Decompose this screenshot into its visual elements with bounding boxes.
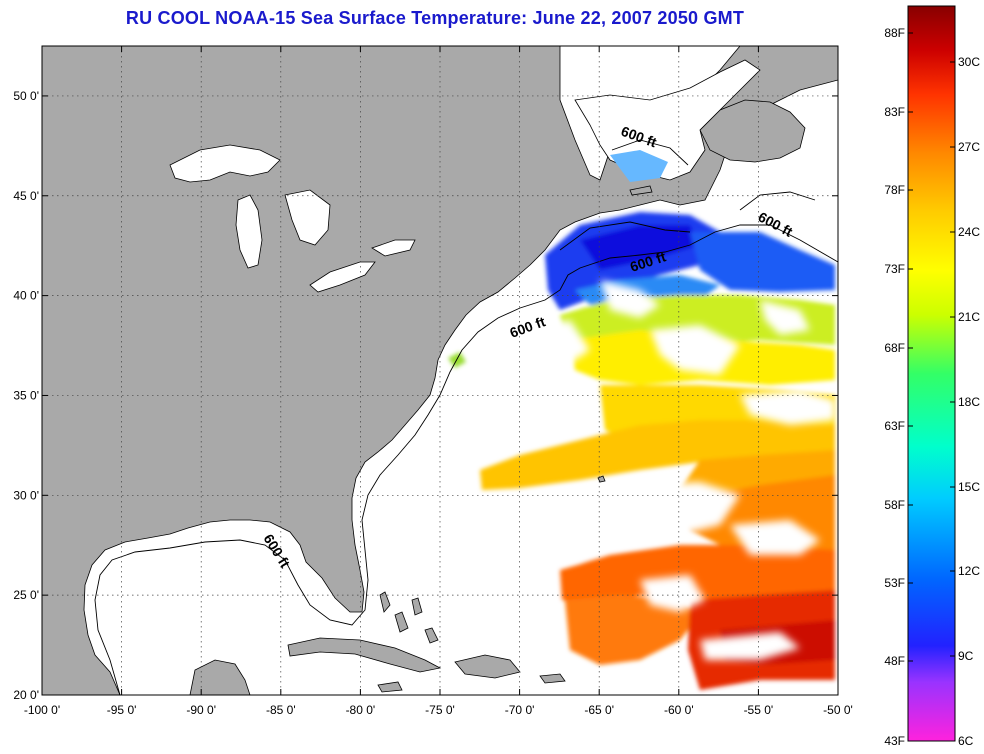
colorbar-f-label: 83F bbox=[884, 105, 905, 119]
cloud-gaps bbox=[490, 280, 835, 660]
x-tick-label: -95 0' bbox=[107, 703, 137, 717]
graticule bbox=[42, 46, 838, 695]
gulf-of-st-lawrence bbox=[574, 59, 761, 181]
colorbar-c-label: 6C bbox=[958, 734, 974, 748]
cuba-land bbox=[287, 637, 442, 673]
x-tick-label: -85 0' bbox=[266, 703, 296, 717]
colorbar-c-label: 9C bbox=[958, 649, 974, 663]
colorbar-c-label: 18C bbox=[958, 395, 980, 409]
lake-ontario bbox=[371, 239, 416, 257]
colorbar-c-label: 12C bbox=[958, 564, 980, 578]
lake-huron bbox=[284, 189, 331, 246]
x-tick-label: -80 0' bbox=[346, 703, 376, 717]
lake-michigan bbox=[235, 194, 263, 269]
colorbar-f-label: 58F bbox=[884, 498, 905, 512]
y-tick-label: 50 0' bbox=[13, 89, 39, 103]
lake-erie bbox=[309, 261, 376, 293]
colorbar-f-label: 43F bbox=[884, 734, 905, 748]
y-tick-label: 35 0' bbox=[13, 388, 39, 402]
x-tick-label: -60 0' bbox=[664, 703, 694, 717]
newfoundland-land bbox=[699, 99, 806, 163]
x-tick-label: -75 0' bbox=[425, 703, 455, 717]
y-tick-label: 20 0' bbox=[13, 688, 39, 702]
colorbar-f-label: 53F bbox=[884, 576, 905, 590]
lake-superior bbox=[169, 144, 281, 183]
colorbar-f-label: 63F bbox=[884, 419, 905, 433]
colorbar-f-label: 88F bbox=[884, 26, 905, 40]
map-title: RU COOL NOAA-15 Sea Surface Temperature:… bbox=[125, 8, 745, 28]
colorbar-f-label: 68F bbox=[884, 341, 905, 355]
y-tick-label: 30 0' bbox=[13, 488, 39, 502]
axis-ticks: -100 0' -95 0' -90 0' -85 0' -80 0' -75 0' -70… bbox=[13, 46, 853, 717]
x-tick-label: -100 0' bbox=[24, 703, 60, 717]
y-tick-label: 40 0' bbox=[13, 289, 39, 303]
colorbar-f-label: 78F bbox=[884, 183, 905, 197]
colorbar-labels: 88F 83F 78F 73F 68F 63F 58F 53F 48F 43F 30C 27C 24C 2… bbox=[884, 26, 980, 748]
colorbar-c-label: 15C bbox=[958, 480, 980, 494]
x-tick-label: -90 0' bbox=[186, 703, 216, 717]
x-tick-label: -50 0' bbox=[823, 703, 853, 717]
lakes-layer bbox=[169, 59, 761, 293]
hispaniola-land bbox=[454, 654, 521, 679]
y-tick-label: 25 0' bbox=[13, 588, 39, 602]
colorbar-f-label: 48F bbox=[884, 654, 905, 668]
yucatan-land bbox=[189, 659, 251, 695]
colorbar-c-label: 24C bbox=[958, 225, 980, 239]
colorbar-c-label: 30C bbox=[958, 55, 980, 69]
colorbar-f-label: 73F bbox=[884, 262, 905, 276]
x-tick-label: -55 0' bbox=[744, 703, 774, 717]
x-tick-label: -70 0' bbox=[505, 703, 535, 717]
x-tick-label: -65 0' bbox=[584, 703, 614, 717]
colorbar-c-label: 27C bbox=[958, 140, 980, 154]
y-tick-label: 45 0' bbox=[13, 189, 39, 203]
colorbar bbox=[907, 5, 956, 742]
colorbar-c-label: 21C bbox=[958, 310, 980, 324]
